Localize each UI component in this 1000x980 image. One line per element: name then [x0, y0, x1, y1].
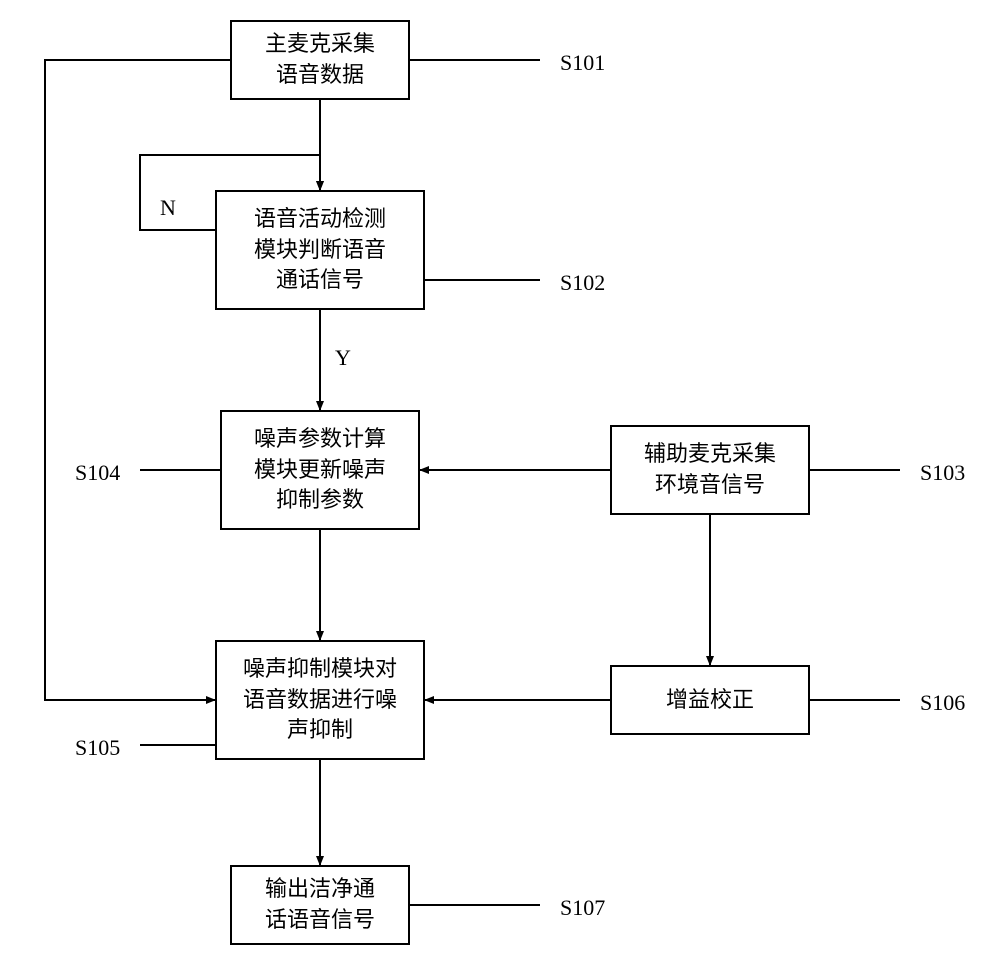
node-s107: 输出洁净通话语音信号 [230, 865, 410, 945]
label-s104: S104 [75, 460, 120, 486]
node-s101: 主麦克采集语音数据 [230, 20, 410, 100]
label-s103: S103 [920, 460, 965, 486]
node-s103: 辅助麦克采集环境音信号 [610, 425, 810, 515]
label-s106: S106 [920, 690, 965, 716]
node-s106: 增益校正 [610, 665, 810, 735]
node-text: 辅助麦克采集环境音信号 [644, 439, 776, 501]
node-text: 噪声参数计算模块更新噪声抑制参数 [254, 424, 386, 516]
node-s102: 语音活动检测模块判断语音通话信号 [215, 190, 425, 310]
label-s107: S107 [560, 895, 605, 921]
node-text: 输出洁净通话语音信号 [265, 874, 375, 936]
node-text: 主麦克采集语音数据 [265, 29, 375, 91]
node-text: 增益校正 [666, 685, 754, 716]
node-s104: 噪声参数计算模块更新噪声抑制参数 [220, 410, 420, 530]
label-s101: S101 [560, 50, 605, 76]
edge-label-y: Y [335, 345, 351, 371]
edge-label-n: N [160, 195, 176, 221]
node-text: 噪声抑制模块对语音数据进行噪声抑制 [243, 654, 397, 746]
node-s105: 噪声抑制模块对语音数据进行噪声抑制 [215, 640, 425, 760]
node-text: 语音活动检测模块判断语音通话信号 [254, 204, 386, 296]
label-s105: S105 [75, 735, 120, 761]
label-s102: S102 [560, 270, 605, 296]
connector-layer [0, 0, 1000, 980]
